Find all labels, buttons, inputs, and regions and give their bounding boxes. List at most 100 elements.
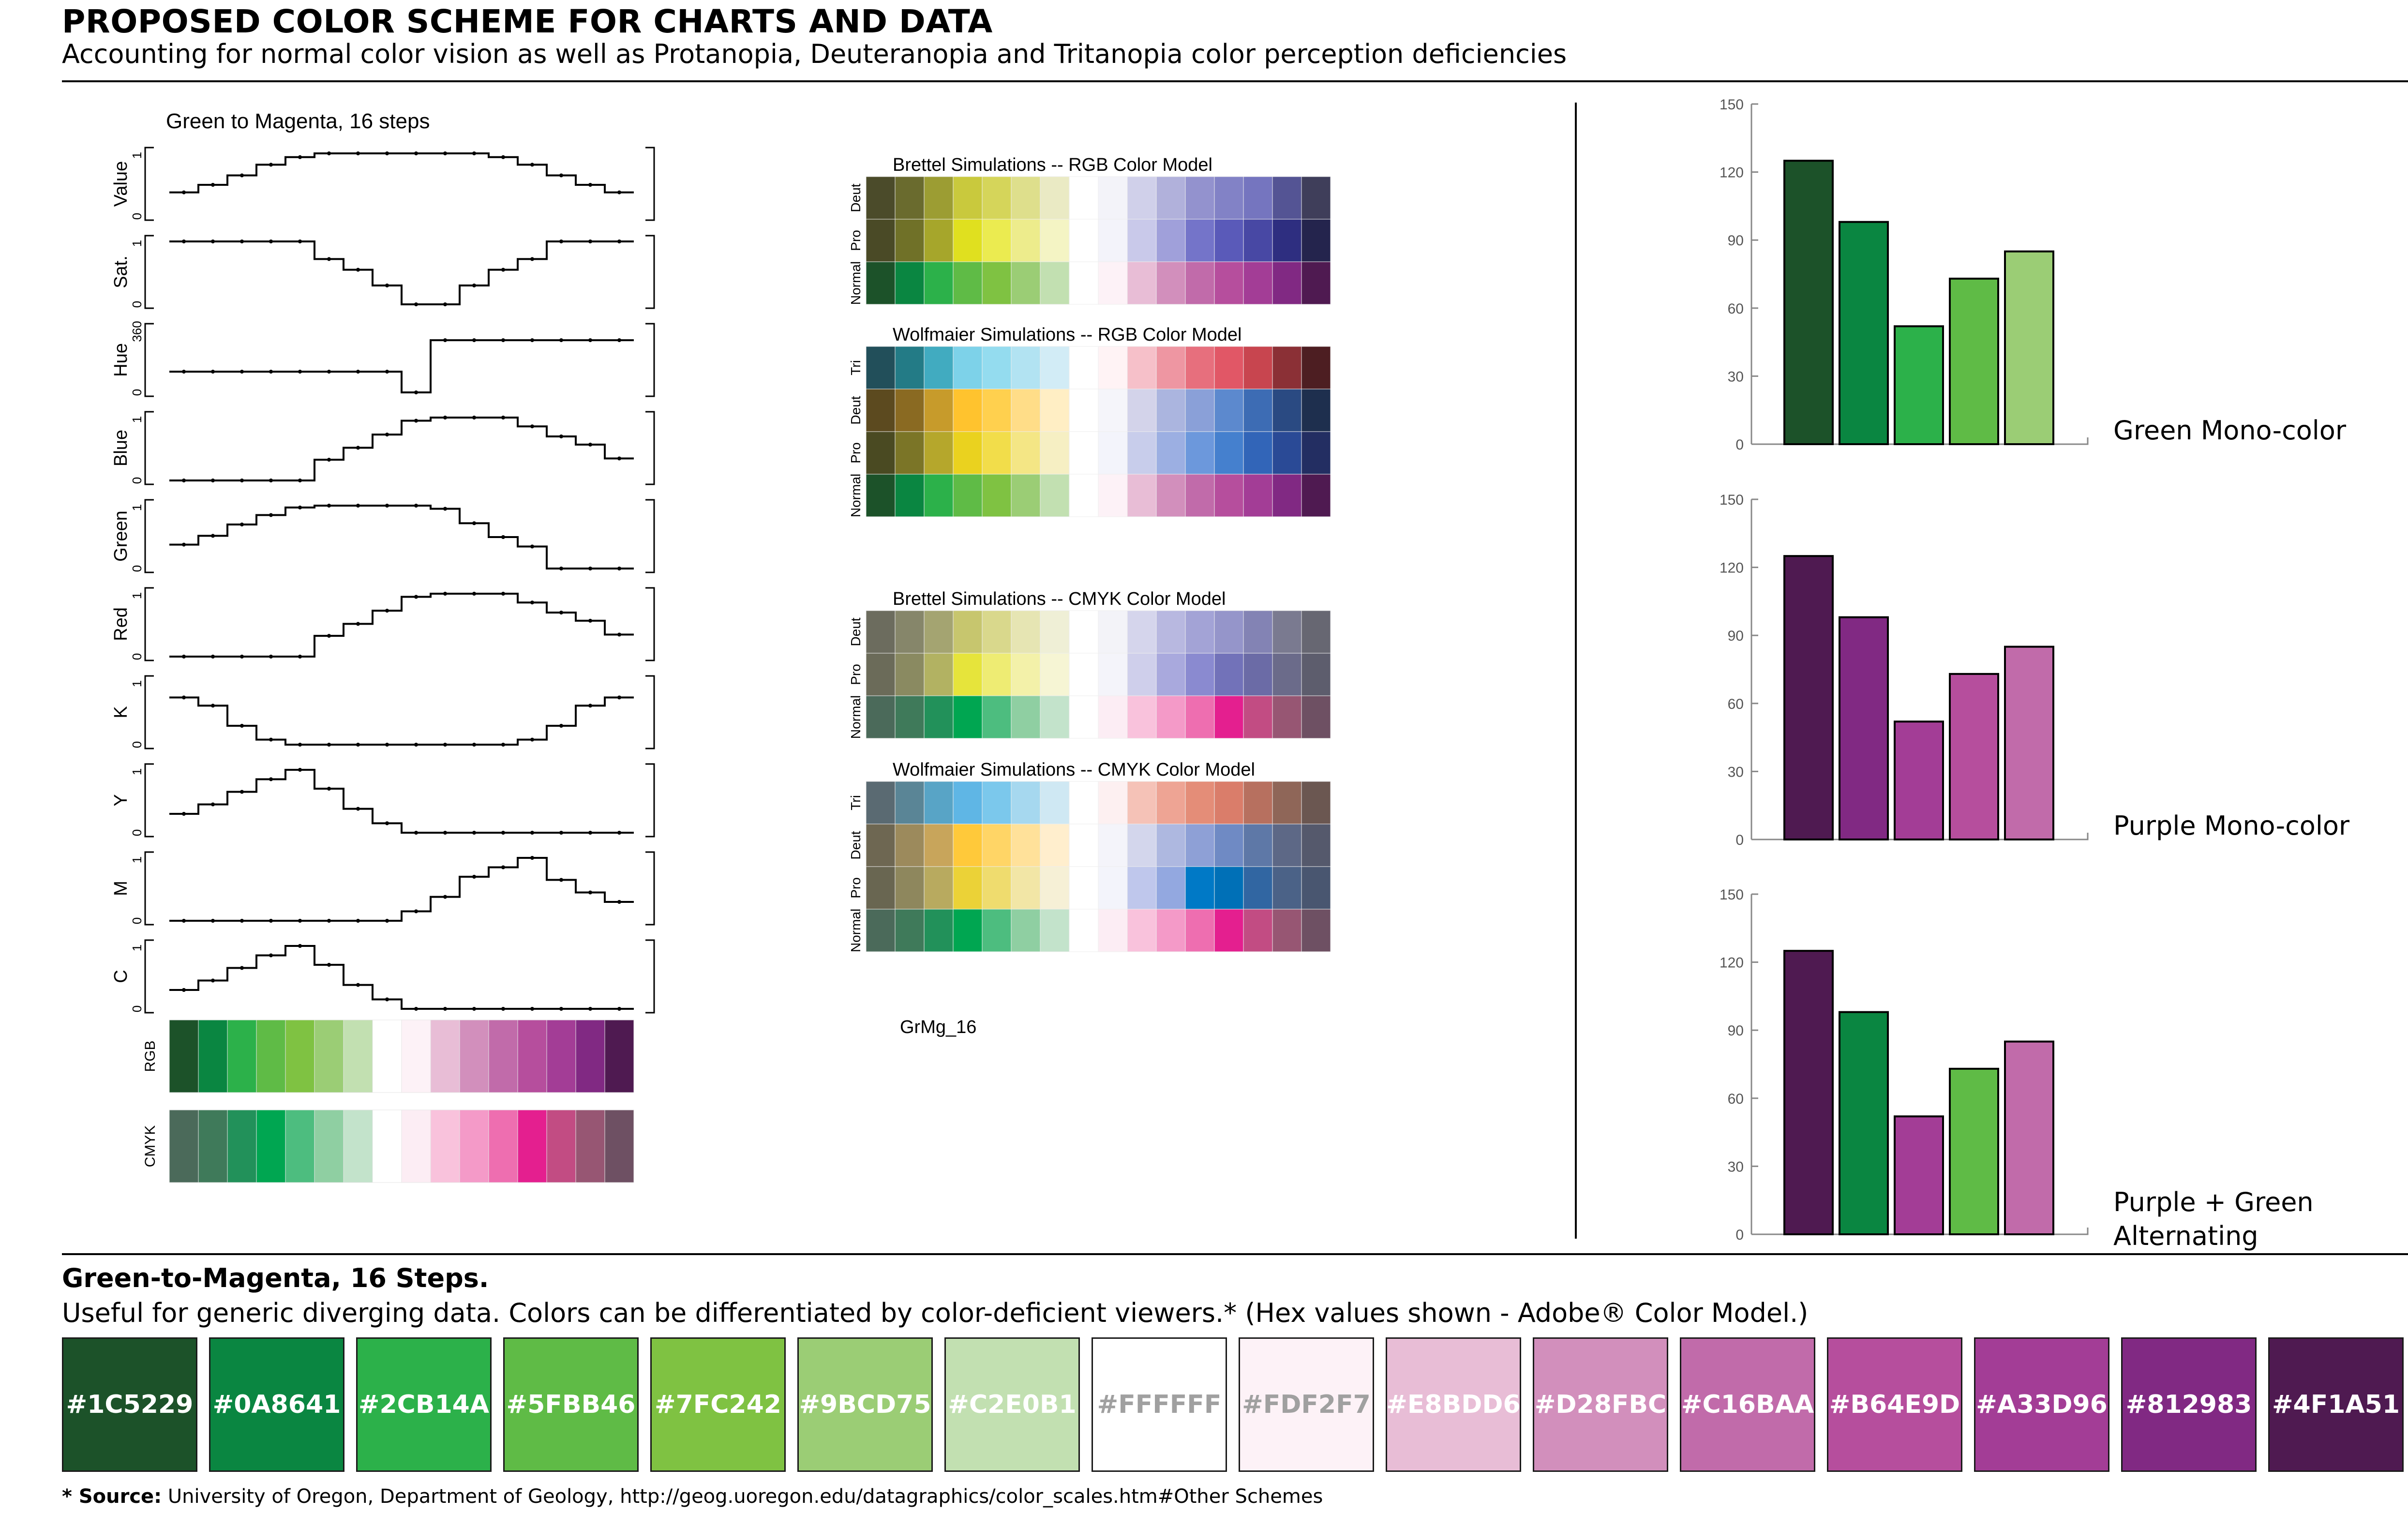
sim-cell bbox=[1185, 346, 1215, 389]
step-marker bbox=[414, 743, 418, 747]
sim-cell bbox=[1040, 653, 1070, 696]
sim-cell bbox=[895, 653, 925, 696]
bar bbox=[2004, 1040, 2054, 1235]
strip-label: RGB bbox=[142, 1040, 158, 1072]
strip-cell bbox=[227, 1109, 257, 1183]
sim-cell bbox=[953, 176, 983, 220]
sim-cell bbox=[1011, 824, 1041, 867]
hex-swatch: #E8BDD6 bbox=[1386, 1337, 1521, 1472]
sim-cell bbox=[1301, 866, 1331, 910]
step-marker bbox=[298, 505, 302, 509]
sim-cell bbox=[1040, 695, 1070, 739]
bar bbox=[1894, 720, 1944, 840]
step-marker bbox=[240, 173, 244, 178]
step-marker bbox=[501, 338, 505, 343]
strip-cell bbox=[343, 1019, 373, 1093]
sim-cell bbox=[1040, 781, 1070, 824]
sim-cell bbox=[1214, 389, 1244, 432]
profile-label: Red bbox=[111, 607, 131, 641]
step-marker bbox=[588, 618, 592, 623]
sim-row-label: Pro bbox=[848, 664, 863, 685]
step-marker bbox=[443, 507, 447, 511]
strip-cell bbox=[430, 1109, 460, 1183]
sim-cell bbox=[924, 389, 954, 432]
sim-cell bbox=[1301, 176, 1331, 220]
sim-cell bbox=[1069, 431, 1099, 475]
sim-cell bbox=[924, 219, 954, 262]
sim-block-1: Brettel Simulations -- RGB Color Model De… bbox=[848, 155, 1331, 305]
tick-top: 1 bbox=[130, 592, 144, 599]
sim-cell bbox=[1040, 866, 1070, 910]
sim-cell bbox=[866, 219, 896, 262]
sim-cell bbox=[895, 610, 925, 654]
sim-cell bbox=[982, 824, 1012, 867]
sim-cell bbox=[1156, 909, 1186, 952]
sim-cell bbox=[1127, 695, 1157, 739]
right-frame bbox=[645, 587, 655, 661]
step-marker bbox=[530, 338, 534, 343]
step-marker bbox=[530, 737, 534, 742]
sim-cell bbox=[953, 219, 983, 262]
sim-cell bbox=[1098, 653, 1128, 696]
sim-cell bbox=[1040, 474, 1070, 517]
sim-cell bbox=[1185, 389, 1215, 432]
step-marker bbox=[298, 155, 302, 159]
tick-bottom: 0 bbox=[130, 565, 144, 572]
sim-cell bbox=[1098, 824, 1128, 867]
tick-bottom: 0 bbox=[130, 1005, 144, 1012]
sim-cell bbox=[866, 653, 896, 696]
step-marker bbox=[327, 743, 331, 747]
strip-cell bbox=[604, 1109, 634, 1183]
step-marker bbox=[559, 567, 563, 570]
step-marker bbox=[298, 919, 302, 923]
hex-swatch: #0A8641 bbox=[209, 1337, 344, 1472]
sim-cell bbox=[1301, 909, 1331, 952]
sim-cell bbox=[1214, 866, 1244, 910]
right-frame bbox=[645, 851, 655, 926]
sim-cell bbox=[1098, 781, 1128, 824]
sim-cell bbox=[953, 653, 983, 696]
left-frame bbox=[144, 587, 154, 661]
profile-label: Hue bbox=[111, 343, 131, 377]
strip-cell bbox=[575, 1109, 605, 1183]
step-marker bbox=[182, 542, 186, 547]
step-line bbox=[169, 769, 634, 834]
sim-cell bbox=[1127, 653, 1157, 696]
sim-cell bbox=[1069, 866, 1099, 910]
step-marker bbox=[182, 240, 186, 243]
step-marker bbox=[385, 151, 389, 155]
right-frame bbox=[645, 675, 655, 749]
step-marker bbox=[588, 890, 592, 895]
sim-cell bbox=[1272, 824, 1302, 867]
profile-row-c: 1 0 C bbox=[111, 939, 655, 1014]
hex-label: #B64E9D bbox=[1829, 1390, 1960, 1419]
sim-cell bbox=[1127, 176, 1157, 220]
sim-cell bbox=[1214, 431, 1244, 475]
strip-cell bbox=[459, 1019, 489, 1093]
step-marker bbox=[443, 1007, 447, 1011]
step-marker bbox=[530, 856, 534, 860]
tick-top: 1 bbox=[130, 152, 144, 159]
strip-cell bbox=[517, 1109, 547, 1183]
tick-top: 1 bbox=[130, 416, 144, 423]
sim-cell bbox=[1214, 346, 1244, 389]
tick-bottom: 0 bbox=[130, 741, 144, 748]
profile-row-blue: 1 0 Blue bbox=[111, 411, 655, 485]
step-marker bbox=[356, 983, 360, 987]
sim-row-label: Normal bbox=[848, 909, 863, 952]
y-tick-label: 150 bbox=[1720, 97, 1744, 113]
chart-title: Green Mono-color bbox=[2113, 415, 2347, 446]
sim-cell bbox=[1069, 695, 1099, 739]
sim-cell bbox=[1040, 431, 1070, 475]
hex-swatch: #2CB14A bbox=[356, 1337, 492, 1472]
step-marker bbox=[501, 1007, 505, 1011]
sim-cell bbox=[924, 261, 954, 305]
sim-cell bbox=[924, 653, 954, 696]
sim-cell bbox=[1214, 176, 1244, 220]
sim-cell bbox=[1011, 346, 1041, 389]
left-frame bbox=[144, 763, 154, 838]
hex-label: #FFFFFF bbox=[1097, 1390, 1222, 1419]
bar bbox=[1839, 616, 1889, 840]
sim-cell bbox=[1243, 219, 1273, 262]
profile-label: Y bbox=[111, 794, 131, 806]
